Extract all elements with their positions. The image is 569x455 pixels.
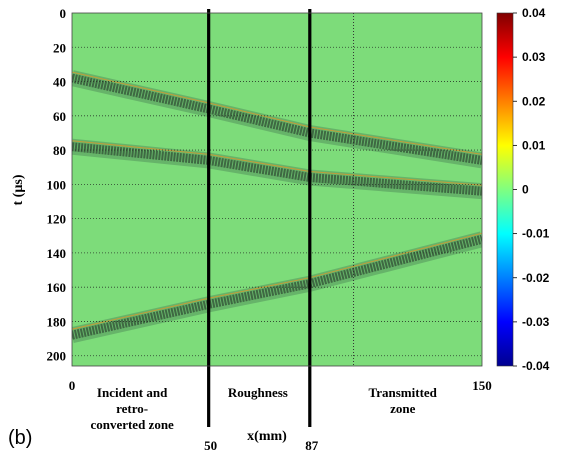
y-tick-label: 40 [53,75,66,90]
colorbar-ticks: 0.04 0.03 0.02 0.01 0 -0.01 -0.02 -0.03 -0.04 [513,6,550,373]
wave-band [72,73,482,165]
y-tick-label: 140 [47,246,67,261]
colorbar-tick-label: -0.03 [522,315,550,329]
colorbar-tick-label: 0 [522,183,529,197]
y-tick-label: 80 [53,143,66,158]
wave-band-halo [72,138,482,200]
x-axis-ticks: 0 50 87 150 [69,378,492,453]
colorbar-tick-label: -0.04 [522,359,550,373]
zone-label: Transmitted [369,385,438,400]
x-tick-label: 50 [204,438,217,453]
colorbar-tick-label: -0.01 [522,227,550,241]
colorbar-gradient [496,12,514,367]
colorbar-tick-label: -0.02 [522,271,550,285]
plot-background [72,13,482,366]
zone-label: retro- [116,401,148,416]
y-tick-label: 20 [53,40,66,55]
zone-label: zone [390,401,416,416]
y-axis-ticks: 0 20 40 60 80 100 120 140 160 180 200 [47,6,67,364]
plot-area [71,9,483,427]
colorbar-tick-label: 0.02 [522,94,546,108]
wave-bands [72,70,482,344]
zone-label: converted zone [90,417,174,432]
zone-boundaries [207,9,312,427]
x-tick-label: 0 [69,378,76,393]
y-tick-label: 60 [53,109,66,124]
y-tick-label: 200 [47,349,67,364]
x-tick-label: 150 [472,378,492,393]
x-axis-label: x(mm) [247,429,287,444]
colorbar: 0.04 0.03 0.02 0.01 0 -0.01 -0.02 -0.03 -0.04 [496,6,550,373]
zone-label: Incident and [97,385,168,400]
wave-band-edge [72,232,482,330]
wave-band [72,234,482,340]
panel-label: (b) [8,427,32,449]
y-tick-label: 100 [47,177,67,192]
colorbar-tick-label: 0.01 [522,138,546,152]
plot-frame [71,12,483,367]
y-axis-label: t (µs) [11,174,26,205]
y-tick-label: 160 [47,280,67,295]
y-tick-label: 180 [47,314,67,329]
wave-band-edge [72,71,482,155]
wave-band-edge [72,140,482,186]
y-tick-label: 0 [60,6,67,21]
x-tick-label: 87 [305,438,319,453]
y-tick-label: 120 [47,212,67,227]
horizontal-gridlines [72,46,482,357]
colorbar-tick-label: 0.04 [522,6,546,20]
zone-label: Roughness [228,385,288,400]
colorbar-tick-label: 0.03 [522,50,546,64]
